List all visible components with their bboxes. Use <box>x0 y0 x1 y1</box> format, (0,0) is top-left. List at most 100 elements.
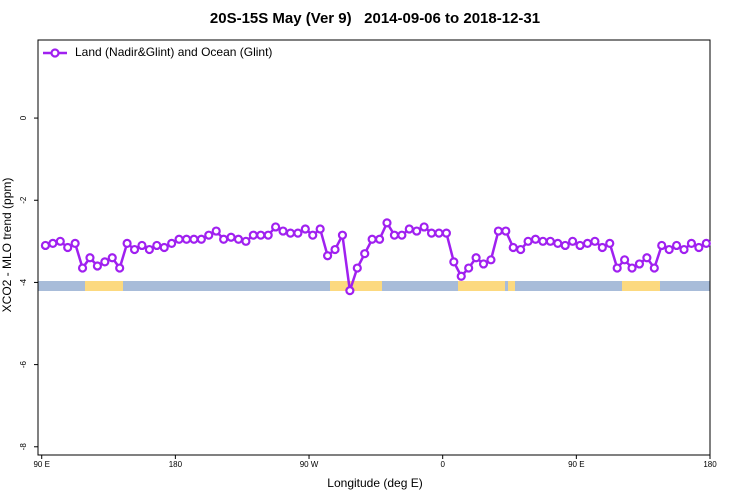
data-point <box>211 226 221 236</box>
data-point <box>152 240 162 251</box>
data-point <box>486 255 496 265</box>
data-point <box>649 263 659 273</box>
data-point <box>70 238 80 248</box>
data-point <box>352 263 362 273</box>
y-tick-label: 0 <box>19 115 28 120</box>
data-point <box>48 238 58 248</box>
data-point <box>122 238 132 248</box>
data-point <box>129 244 140 255</box>
data-point <box>575 240 585 251</box>
data-point <box>530 234 541 244</box>
data-point <box>374 234 385 244</box>
data-point <box>456 271 466 281</box>
data-point <box>285 228 296 238</box>
data-point <box>605 238 615 248</box>
data-point <box>189 234 199 244</box>
data-point <box>278 226 288 236</box>
data-point <box>256 230 266 240</box>
data-point <box>627 263 637 273</box>
data-point <box>634 259 645 269</box>
data-point <box>367 234 377 244</box>
data-point <box>345 286 355 296</box>
data-point <box>315 224 325 234</box>
y-tick-label: -4 <box>19 278 28 286</box>
data-point <box>397 230 407 240</box>
data-point <box>686 238 697 248</box>
data-point <box>308 230 318 240</box>
data-point <box>40 240 51 251</box>
data-point <box>137 240 147 251</box>
data-point <box>107 253 117 263</box>
data-point <box>597 242 607 253</box>
data-point <box>167 238 177 248</box>
data-point <box>590 236 600 246</box>
data-point <box>441 228 451 238</box>
data-point <box>115 263 125 273</box>
y-tick-label: -8 <box>19 443 28 451</box>
data-point <box>77 263 88 273</box>
data-point <box>694 242 704 253</box>
x-tick-label: 90 W <box>300 460 319 469</box>
data-point <box>300 224 310 234</box>
data-point <box>701 238 711 248</box>
data-point <box>464 263 474 273</box>
data-point <box>382 218 392 228</box>
data-point <box>679 244 689 255</box>
data-point <box>642 253 652 263</box>
y-tick-label: -2 <box>19 196 28 204</box>
data-point <box>55 236 65 246</box>
x-tick-label: 0 <box>440 460 445 469</box>
data-point <box>85 253 95 263</box>
data-point <box>322 251 333 261</box>
data-point <box>330 244 340 255</box>
data-point <box>100 257 110 267</box>
x-tick-label: 90 E <box>33 460 49 469</box>
x-tick-label: 180 <box>703 460 717 469</box>
plot-frame <box>37 39 711 456</box>
data-point <box>241 236 251 246</box>
data-point <box>419 222 429 232</box>
data-point <box>233 234 244 244</box>
data-point <box>263 230 273 240</box>
data-point <box>337 230 348 240</box>
data-point <box>196 234 206 244</box>
data-point <box>449 257 459 267</box>
data-point <box>63 242 73 253</box>
data-point <box>582 238 593 248</box>
y-axis-label: XCO2 - MLO trend (ppm) <box>0 178 14 313</box>
data-point <box>671 240 682 251</box>
data-point <box>219 234 229 244</box>
data-point <box>204 230 214 240</box>
y-tick-label: -6 <box>19 361 28 369</box>
data-point <box>181 234 192 244</box>
data-point <box>553 238 563 248</box>
data-point <box>478 259 489 269</box>
data-point <box>612 263 622 273</box>
data-point <box>657 240 667 251</box>
data-point <box>568 236 578 246</box>
chart-title: 20S-15S May (Ver 9) 2014-09-06 to 2018-1… <box>210 10 540 27</box>
data-point <box>501 226 511 236</box>
data-point <box>560 240 570 251</box>
data-point <box>412 226 422 236</box>
x-tick-label: 90 E <box>568 460 584 469</box>
x-axis-label: Longitude (deg E) <box>327 476 422 490</box>
data-point <box>508 242 518 253</box>
land-ocean-mask <box>38 281 710 291</box>
data-point <box>248 230 258 240</box>
data-point <box>226 232 236 242</box>
data-point <box>516 244 526 255</box>
data-point <box>471 253 481 263</box>
series-line <box>45 220 707 292</box>
data-point <box>144 244 154 255</box>
data-point <box>404 224 414 234</box>
data-point <box>620 255 630 265</box>
data-point <box>92 261 103 271</box>
data-point <box>664 244 674 255</box>
legend-marker <box>50 48 60 58</box>
data-point <box>434 228 444 238</box>
data-point <box>538 236 548 246</box>
data-point <box>389 230 400 240</box>
data-point <box>174 234 184 244</box>
